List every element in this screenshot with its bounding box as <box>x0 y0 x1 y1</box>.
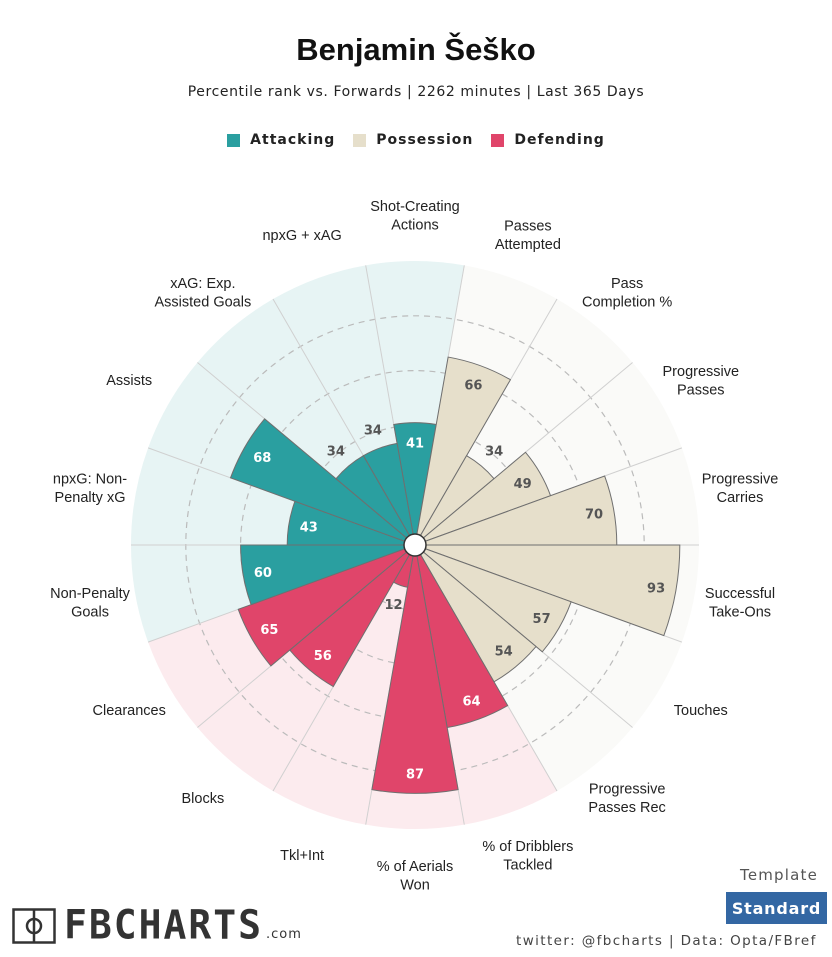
value-label-4: 70 <box>585 507 603 522</box>
category-label-5: Successful Take-Ons <box>705 586 775 621</box>
category-label-9: % of Aerials Won <box>377 859 454 894</box>
value-label-2: 34 <box>485 445 503 460</box>
category-label-12: Clearances <box>93 703 166 719</box>
value-label-9: 87 <box>406 767 424 782</box>
value-label-8: 64 <box>463 694 481 709</box>
category-label-17: npxG + xAG <box>262 228 341 244</box>
bar-9 <box>371 544 459 794</box>
value-label-15: 68 <box>253 451 271 466</box>
category-label-8: % of Dribblers Tackled <box>482 839 573 874</box>
category-label-1: Passes Attempted <box>495 219 561 254</box>
legend-item-attacking: Attacking <box>227 132 335 148</box>
bar-5 <box>414 544 681 637</box>
value-label-5: 93 <box>647 582 665 597</box>
bar-1 <box>414 356 512 546</box>
legend-label-defending: Defending <box>514 132 605 148</box>
legend-label-possession: Possession <box>376 132 474 148</box>
legend-item-possession: Possession <box>353 132 473 148</box>
value-label-17: 34 <box>364 423 382 438</box>
bar-17 <box>362 442 416 546</box>
value-label-13: 60 <box>254 566 272 581</box>
legend-label-attacking: Attacking <box>250 132 336 148</box>
chart-subtitle: Percentile rank vs. Forwards | 2262 minu… <box>187 84 645 100</box>
category-label-10: Tkl+Int <box>280 848 324 864</box>
category-label-14: npxG: Non-Penalty xG <box>53 471 127 506</box>
legend-swatch-attacking <box>227 133 241 147</box>
center-dot <box>403 533 427 557</box>
bar-15 <box>229 418 416 546</box>
template-label: Template <box>740 866 819 884</box>
category-label-16: xAG: Exp. Assisted Goals <box>155 276 252 311</box>
logo-text: FBCHARTS <box>64 901 264 949</box>
chart-title: Benjamin Šeško <box>296 32 536 67</box>
template-standard-button[interactable]: Standard <box>726 892 827 924</box>
legend: Attacking Possession Defending <box>0 132 832 148</box>
category-label-4: Progressive Carries <box>702 471 779 506</box>
value-label-10: 12 <box>384 598 402 613</box>
legend-swatch-possession <box>353 133 367 147</box>
legend-swatch-defending <box>491 133 505 147</box>
category-label-3: Progressive Passes <box>663 364 740 399</box>
value-label-1: 66 <box>464 378 482 393</box>
value-label-14: 43 <box>300 520 318 535</box>
value-label-12: 65 <box>260 623 278 638</box>
category-label-11: Blocks <box>182 791 225 807</box>
background-wedge <box>273 545 415 825</box>
category-label-6: Touches <box>674 703 728 719</box>
category-label-13: Non-Penalty Goals <box>50 586 131 621</box>
fbcharts-logo: FBCHARTS .com <box>12 901 302 949</box>
value-label-3: 49 <box>514 477 532 492</box>
category-label-0: Shot-Creating Actions <box>370 199 459 234</box>
value-label-7: 54 <box>495 645 513 660</box>
category-label-2: Pass Completion % <box>582 276 672 311</box>
value-label-0: 41 <box>406 437 424 452</box>
value-label-11: 56 <box>314 649 332 664</box>
category-label-15: Assists <box>106 373 152 389</box>
data-credit: twitter: @fbcharts | Data: Opta/FBref <box>516 933 817 949</box>
pitch-icon <box>12 908 56 944</box>
value-label-6: 57 <box>533 612 551 627</box>
background-wedge <box>365 261 465 545</box>
logo-suffix: .com <box>266 927 302 942</box>
legend-item-defending: Defending <box>491 132 604 148</box>
value-label-16: 34 <box>327 445 345 460</box>
category-label-7: Progressive Passes Rec <box>588 782 665 817</box>
